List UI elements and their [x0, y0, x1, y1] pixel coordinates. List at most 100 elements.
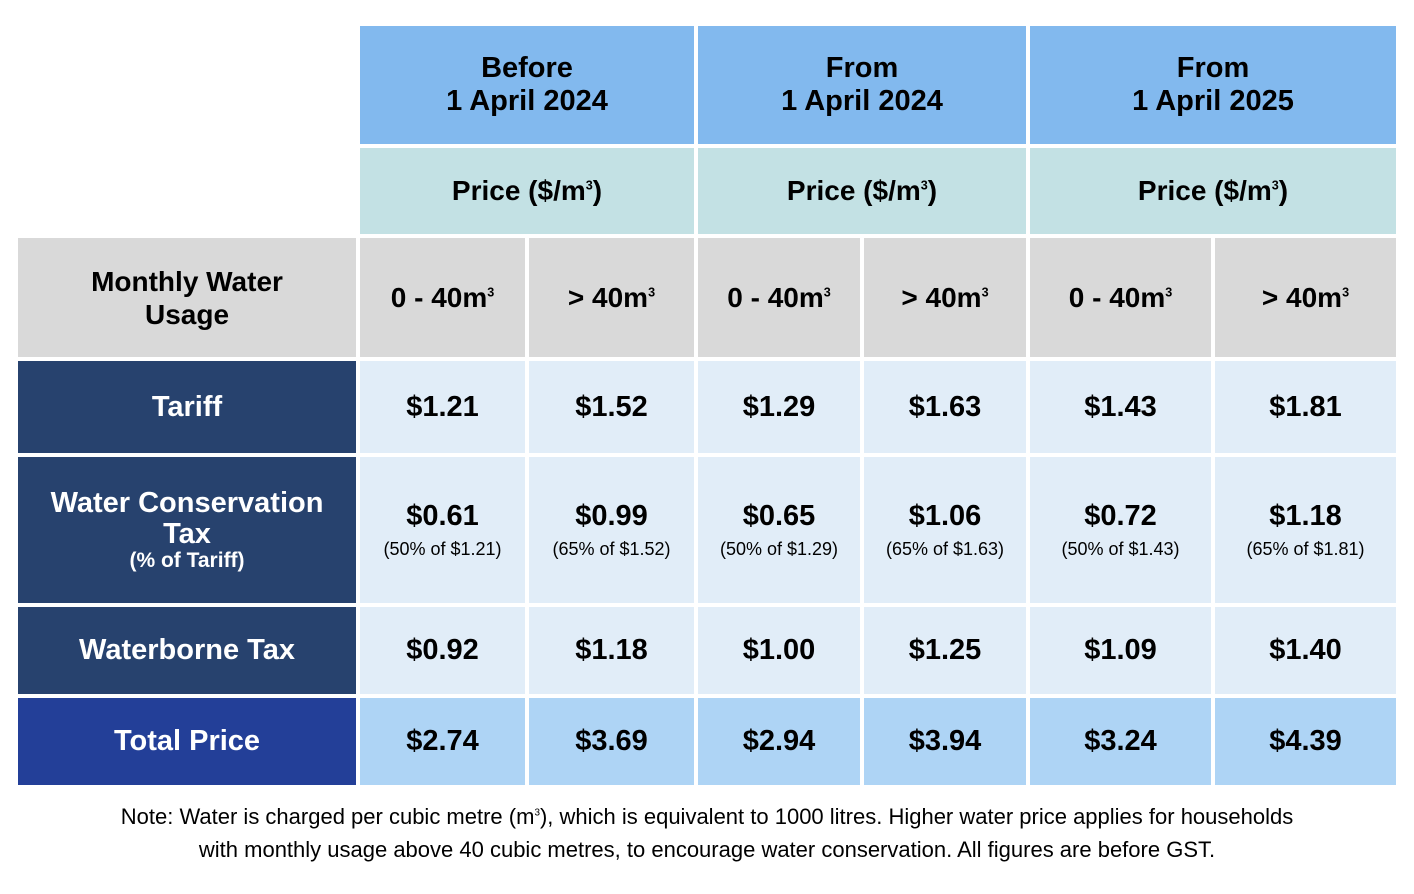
value-text: $0.61 — [406, 500, 479, 532]
period-header-before-2024: Before 1 April 2024 — [360, 26, 694, 144]
price-header-close: ) — [592, 175, 603, 206]
row-label-tariff: Tariff — [18, 361, 356, 453]
value-cell: $1.52 — [529, 361, 694, 453]
tier-sup: 3 — [648, 285, 656, 300]
tier-header-high: > 40m3 — [864, 238, 1026, 357]
footnote-line1: Note: Water is charged per cubic metre (… — [0, 800, 1414, 833]
value-cell: $0.72 (50% of $1.43) — [1030, 457, 1211, 603]
total-value-cell: $3.69 — [529, 698, 694, 785]
value-subtext: (50% of $1.29) — [719, 539, 839, 559]
value-cell: $0.65 (50% of $1.29) — [698, 457, 860, 603]
tier-header-low: 0 - 40m3 — [1030, 238, 1211, 357]
price-header: Price ($/m3) — [1030, 148, 1396, 234]
value-text: $1.29 — [742, 390, 816, 423]
value-cell: $1.21 — [360, 361, 525, 453]
tier-header-high: > 40m3 — [1215, 238, 1396, 357]
price-header-text: Price ($/m — [786, 175, 921, 206]
value-cell: $1.63 — [864, 361, 1026, 453]
tier-sup: 3 — [823, 285, 831, 300]
usage-header-line1: Monthly Water — [91, 265, 283, 297]
tier-text: 0 - 40m — [1068, 282, 1166, 313]
value-text: $1.09 — [1084, 634, 1157, 666]
period-line1: Before — [481, 52, 573, 84]
value-text: $4.39 — [1269, 725, 1342, 757]
value-text: $1.63 — [908, 390, 982, 423]
row-label-text-line2: Tax — [163, 518, 211, 550]
value-cell: $1.25 — [864, 607, 1026, 694]
price-header-sup: 3 — [920, 178, 928, 193]
period-line2: 1 April 2025 — [1132, 85, 1294, 117]
value-cell: $1.40 — [1215, 607, 1396, 694]
value-text: $1.18 — [575, 634, 648, 666]
value-text: $1.00 — [742, 634, 816, 666]
row-label-text: Waterborne Tax — [79, 634, 295, 666]
tier-sup: 3 — [1342, 285, 1350, 300]
period-header-from-2025: From 1 April 2025 — [1030, 26, 1396, 144]
value-subtext: (50% of $1.43) — [1061, 539, 1180, 559]
tier-header-high: > 40m3 — [529, 238, 694, 357]
tier-text: 0 - 40m — [390, 282, 488, 313]
value-cell: $0.92 — [360, 607, 525, 694]
tier-text: > 40m — [901, 282, 982, 313]
value-text: $1.43 — [1084, 390, 1157, 423]
value-cell: $0.99 (65% of $1.52) — [529, 457, 694, 603]
usage-header: Monthly Water Usage — [18, 238, 356, 357]
value-cell: $1.43 — [1030, 361, 1211, 453]
value-subtext: (65% of $1.81) — [1246, 539, 1365, 559]
value-cell: $1.09 — [1030, 607, 1211, 694]
price-header-text: Price ($/m — [451, 175, 586, 206]
value-cell: $1.06 (65% of $1.63) — [864, 457, 1026, 603]
period-line1: From — [825, 52, 899, 84]
footnote-part1: Note: Water is charged per cubic metre (… — [120, 804, 535, 829]
value-cell: $1.29 — [698, 361, 860, 453]
value-text: $1.81 — [1269, 390, 1342, 423]
tier-sup: 3 — [487, 285, 495, 300]
value-text: $1.21 — [406, 390, 479, 423]
period-line1: From — [1176, 52, 1250, 84]
price-header-close: ) — [1278, 175, 1289, 206]
value-subtext: (50% of $1.21) — [383, 539, 502, 559]
row-label-water-conservation-tax: Water Conservation Tax (% of Tariff) — [18, 457, 356, 603]
value-cell: $1.00 — [698, 607, 860, 694]
price-header: Price ($/m3) — [360, 148, 694, 234]
value-text: $3.94 — [908, 725, 982, 757]
value-text: $1.06 — [908, 500, 982, 532]
price-header-sup: 3 — [585, 178, 593, 193]
footnote-sup: 3 — [534, 807, 540, 819]
value-text: $1.40 — [1269, 634, 1342, 666]
footnote-part2: ), which is equivalent to 1000 litres. H… — [539, 804, 1294, 829]
value-cell: $1.81 — [1215, 361, 1396, 453]
price-header: Price ($/m3) — [698, 148, 1026, 234]
value-subtext: (65% of $1.52) — [552, 539, 671, 559]
period-line2: 1 April 2024 — [446, 85, 608, 117]
value-text: $1.18 — [1269, 500, 1342, 532]
value-text: $2.94 — [742, 725, 816, 757]
price-header-sup: 3 — [1271, 178, 1279, 193]
row-label-text: Water Conservation — [50, 487, 324, 519]
row-label-waterborne-tax: Waterborne Tax — [18, 607, 356, 694]
tier-sup: 3 — [1165, 285, 1173, 300]
value-text: $3.69 — [575, 725, 648, 757]
total-value-cell: $4.39 — [1215, 698, 1396, 785]
tier-header-low: 0 - 40m3 — [698, 238, 860, 357]
footnote-line2: with monthly usage above 40 cubic metres… — [198, 837, 1216, 862]
tier-sup: 3 — [981, 285, 989, 300]
period-header-from-2024: From 1 April 2024 — [698, 26, 1026, 144]
value-text: $0.92 — [406, 634, 479, 666]
footnote: Note: Water is charged per cubic metre (… — [0, 800, 1414, 866]
value-cell: $1.18 (65% of $1.81) — [1215, 457, 1396, 603]
value-text: $2.74 — [406, 725, 479, 757]
tier-text: > 40m — [567, 282, 649, 313]
value-cell: $1.18 — [529, 607, 694, 694]
value-text: $0.99 — [575, 500, 648, 532]
price-header-close: ) — [927, 175, 938, 206]
tier-text: 0 - 40m — [727, 282, 824, 313]
row-label-text: Total Price — [113, 725, 261, 757]
tier-text: > 40m — [1261, 282, 1343, 313]
value-text: $0.65 — [742, 500, 816, 532]
period-line2: 1 April 2024 — [781, 85, 943, 117]
tier-header-low: 0 - 40m3 — [360, 238, 525, 357]
row-label-subtext: (% of Tariff) — [129, 549, 245, 572]
value-text: $3.24 — [1084, 725, 1157, 757]
total-value-cell: $3.24 — [1030, 698, 1211, 785]
